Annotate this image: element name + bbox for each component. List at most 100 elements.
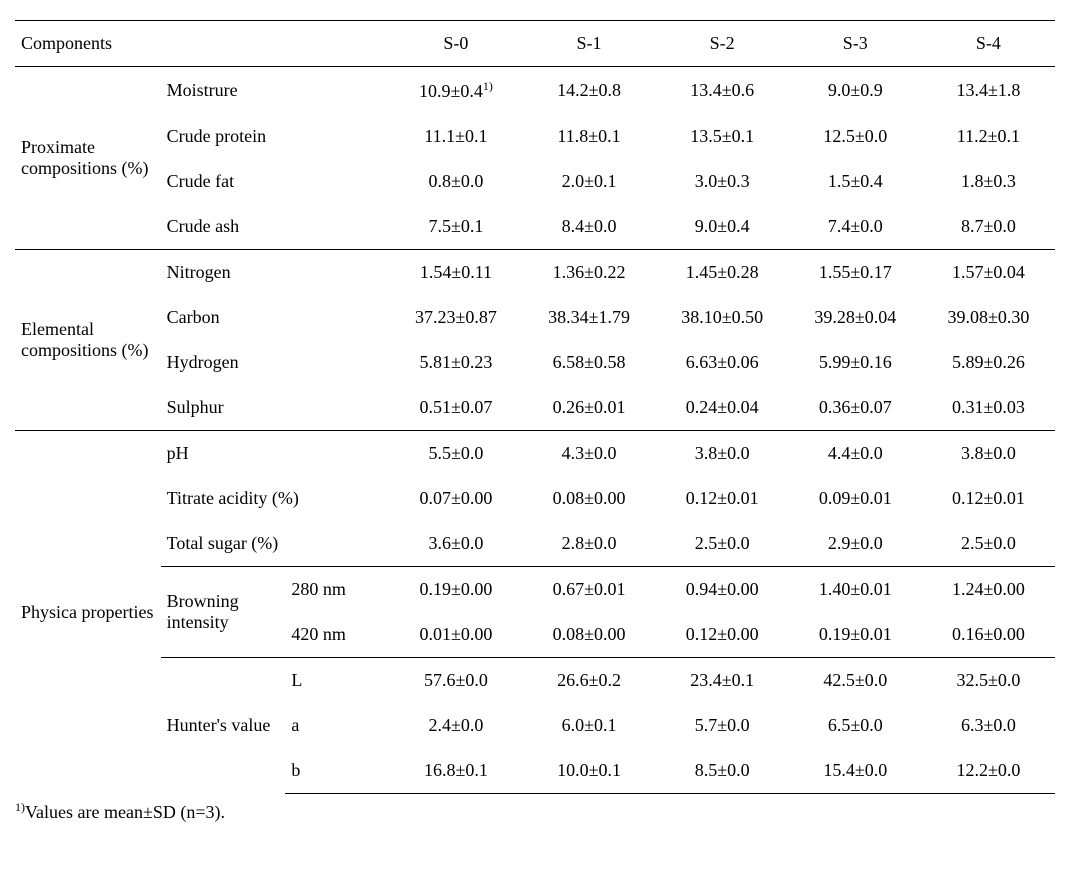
cell: 13.4±0.6 <box>656 67 789 115</box>
cell: 1.5±0.4 <box>789 159 922 204</box>
cell: 26.6±0.2 <box>522 658 655 704</box>
subgroup-hunter: Hunter's value <box>161 658 286 794</box>
cell: 3.0±0.3 <box>656 159 789 204</box>
cell: 12.5±0.0 <box>789 114 922 159</box>
cell: 6.58±0.58 <box>522 340 655 385</box>
table-row: Browning intensity 280 nm 0.19±0.00 0.67… <box>15 567 1055 613</box>
table-row: Total sugar (%) 3.6±0.0 2.8±0.0 2.5±0.0 … <box>15 521 1055 567</box>
cell: 11.8±0.1 <box>522 114 655 159</box>
cell: 1.54±0.11 <box>389 250 522 296</box>
cell: 38.10±0.50 <box>656 295 789 340</box>
cell: 13.5±0.1 <box>656 114 789 159</box>
cell: 0.51±0.07 <box>389 385 522 431</box>
table-row: Proximate compositions (%) Moistrure 10.… <box>15 67 1055 115</box>
cell: 0.19±0.01 <box>789 612 922 658</box>
header-col-s2: S-2 <box>656 21 789 67</box>
cell: 0.08±0.00 <box>522 612 655 658</box>
table-row: Physica properties pH 5.5±0.0 4.3±0.0 3.… <box>15 431 1055 477</box>
cell: 0.31±0.03 <box>922 385 1055 431</box>
table-row: Hydrogen 5.81±0.23 6.58±0.58 6.63±0.06 5… <box>15 340 1055 385</box>
table-row: Elemental compositions (%) Nitrogen 1.54… <box>15 250 1055 296</box>
sub-label: b <box>285 748 389 794</box>
cell: 8.4±0.0 <box>522 204 655 250</box>
cell: 2.0±0.1 <box>522 159 655 204</box>
cell: 0.19±0.00 <box>389 567 522 613</box>
cell: 0.12±0.00 <box>656 612 789 658</box>
cell: 13.4±1.8 <box>922 67 1055 115</box>
row-label: Moistrure <box>161 67 390 115</box>
header-col-s4: S-4 <box>922 21 1055 67</box>
group-elemental: Elemental compositions (%) <box>15 250 161 431</box>
cell: 5.99±0.16 <box>789 340 922 385</box>
row-label: Hydrogen <box>161 340 390 385</box>
cell: 2.8±0.0 <box>522 521 655 567</box>
cell: 5.81±0.23 <box>389 340 522 385</box>
cell: 4.4±0.0 <box>789 431 922 477</box>
sub-label: L <box>285 658 389 704</box>
cell: 8.5±0.0 <box>656 748 789 794</box>
footnote-text: Values are mean±SD (n=3). <box>25 802 225 822</box>
cell: 2.5±0.0 <box>922 521 1055 567</box>
cell: 3.6±0.0 <box>389 521 522 567</box>
cell: 0.07±0.00 <box>389 476 522 521</box>
cell: 0.16±0.00 <box>922 612 1055 658</box>
header-col-s0: S-0 <box>389 21 522 67</box>
cell: 0.26±0.01 <box>522 385 655 431</box>
table-row: Carbon 37.23±0.87 38.34±1.79 38.10±0.50 … <box>15 295 1055 340</box>
row-label: Sulphur <box>161 385 390 431</box>
table-row: Crude fat 0.8±0.0 2.0±0.1 3.0±0.3 1.5±0.… <box>15 159 1055 204</box>
table-header-row: Components S-0 S-1 S-2 S-3 S-4 <box>15 21 1055 67</box>
cell: 39.28±0.04 <box>789 295 922 340</box>
cell: 37.23±0.87 <box>389 295 522 340</box>
cell: 0.09±0.01 <box>789 476 922 521</box>
cell: 10.9±0.41) <box>389 67 522 115</box>
row-label: Carbon <box>161 295 390 340</box>
cell: 8.7±0.0 <box>922 204 1055 250</box>
sub-label: a <box>285 703 389 748</box>
cell: 2.9±0.0 <box>789 521 922 567</box>
cell: 0.01±0.00 <box>389 612 522 658</box>
sub-label: 280 nm <box>285 567 389 613</box>
cell: 14.2±0.8 <box>522 67 655 115</box>
cell: 1.40±0.01 <box>789 567 922 613</box>
cell: 3.8±0.0 <box>922 431 1055 477</box>
cell: 5.7±0.0 <box>656 703 789 748</box>
table-row: Sulphur 0.51±0.07 0.26±0.01 0.24±0.04 0.… <box>15 385 1055 431</box>
cell: 38.34±1.79 <box>522 295 655 340</box>
cell: 57.6±0.0 <box>389 658 522 704</box>
table-row: Crude ash 7.5±0.1 8.4±0.0 9.0±0.4 7.4±0.… <box>15 204 1055 250</box>
cell: 6.3±0.0 <box>922 703 1055 748</box>
row-label: pH <box>161 431 390 477</box>
header-col-s3: S-3 <box>789 21 922 67</box>
cell: 0.08±0.00 <box>522 476 655 521</box>
cell: 12.2±0.0 <box>922 748 1055 794</box>
cell: 0.36±0.07 <box>789 385 922 431</box>
table-row: Crude protein 11.1±0.1 11.8±0.1 13.5±0.1… <box>15 114 1055 159</box>
cell: 6.0±0.1 <box>522 703 655 748</box>
row-label: Crude fat <box>161 159 390 204</box>
sub-label: 420 nm <box>285 612 389 658</box>
cell: 11.2±0.1 <box>922 114 1055 159</box>
cell: 16.8±0.1 <box>389 748 522 794</box>
cell: 7.4±0.0 <box>789 204 922 250</box>
header-components: Components <box>15 21 389 67</box>
group-proximate: Proximate compositions (%) <box>15 67 161 250</box>
cell: 23.4±0.1 <box>656 658 789 704</box>
cell: 6.5±0.0 <box>789 703 922 748</box>
cell: 1.8±0.3 <box>922 159 1055 204</box>
table-row: Hunter's value L 57.6±0.0 26.6±0.2 23.4±… <box>15 658 1055 704</box>
cell: 0.94±0.00 <box>656 567 789 613</box>
cell: 5.89±0.26 <box>922 340 1055 385</box>
subgroup-browning: Browning intensity <box>161 567 286 658</box>
footnote: 1)Values are mean±SD (n=3). <box>15 800 1055 823</box>
row-label: Titrate acidity (%) <box>161 476 390 521</box>
row-label: Crude protein <box>161 114 390 159</box>
cell: 9.0±0.4 <box>656 204 789 250</box>
cell: 32.5±0.0 <box>922 658 1055 704</box>
cell: 1.55±0.17 <box>789 250 922 296</box>
cell: 15.4±0.0 <box>789 748 922 794</box>
cell: 2.4±0.0 <box>389 703 522 748</box>
row-label: Total sugar (%) <box>161 521 390 567</box>
cell: 1.36±0.22 <box>522 250 655 296</box>
cell: 3.8±0.0 <box>656 431 789 477</box>
